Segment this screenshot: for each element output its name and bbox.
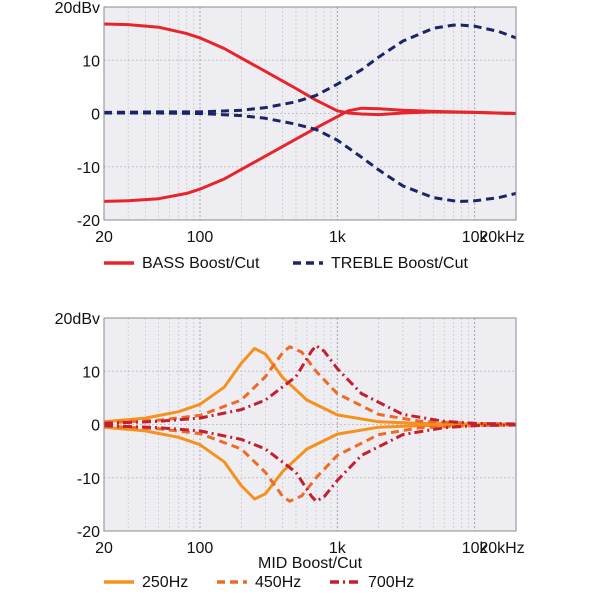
x-tick-label: 20 <box>95 229 113 246</box>
legend-label: 450Hz <box>255 574 301 591</box>
y-tick-label: -10 <box>77 160 100 177</box>
x-tick-label: 100 <box>187 540 214 557</box>
x-tick-label: 1k <box>329 229 347 246</box>
x-tick-label: 20kHz <box>479 229 524 246</box>
x-tick-label: 20 <box>95 540 113 557</box>
legend: 250Hz 450Hz 700Hz <box>104 574 414 591</box>
x-tick-label: 10k <box>462 540 489 557</box>
series-2-curve-cut <box>104 111 517 203</box>
y-tick-label: 10 <box>82 364 100 381</box>
x-tick-label: 20kHz <box>479 540 524 557</box>
series-3-curve-boost <box>103 344 517 426</box>
legend-label: BASS Boost/Cut <box>142 255 260 272</box>
y-tick-label: 20dBv <box>55 0 100 17</box>
plot-border <box>103 6 517 221</box>
legend-label: TREBLE Boost/Cut <box>331 255 469 272</box>
y-tick-label: 0 <box>91 107 100 124</box>
y-tick-label: 20dBv <box>55 311 100 328</box>
legend: BASS Boost/Cut TREBLE Boost/Cut <box>104 255 469 272</box>
plot-border <box>103 317 517 532</box>
series-2-curve-boost <box>103 23 517 114</box>
legend-label: 250Hz <box>142 574 188 591</box>
x-axis-label: MID Boost/Cut <box>258 555 363 572</box>
x-tick-label: 10k <box>462 229 489 246</box>
y-tick-label: 0 <box>91 418 100 435</box>
series-1-curve-boost <box>103 346 516 426</box>
series-1-curve-cut <box>103 423 516 501</box>
series-1-curve-boost <box>103 22 517 117</box>
legend-label: 700Hz <box>368 574 414 591</box>
x-tick-label: 1k <box>329 540 347 557</box>
x-tick-label: 100 <box>187 229 214 246</box>
y-tick-label: -10 <box>77 471 100 488</box>
y-tick-label: -20 <box>77 213 100 230</box>
y-tick-label: -20 <box>77 524 100 541</box>
y-tick-label: 10 <box>82 53 100 70</box>
series-1-curve-cut <box>103 106 517 203</box>
